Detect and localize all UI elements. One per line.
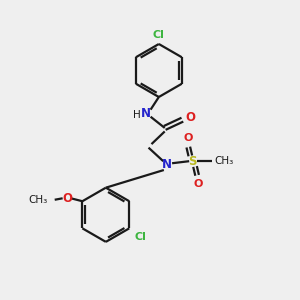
Text: H: H: [134, 110, 141, 120]
Text: O: O: [185, 111, 195, 124]
Text: O: O: [183, 133, 192, 143]
Text: N: N: [162, 158, 172, 171]
Text: N: N: [141, 107, 151, 120]
Text: CH₃: CH₃: [214, 156, 234, 166]
Text: S: S: [188, 155, 197, 168]
Text: Cl: Cl: [153, 31, 165, 40]
Text: O: O: [193, 179, 202, 189]
Text: O: O: [62, 192, 72, 205]
Text: CH₃: CH₃: [28, 195, 47, 205]
Text: Cl: Cl: [135, 232, 146, 242]
